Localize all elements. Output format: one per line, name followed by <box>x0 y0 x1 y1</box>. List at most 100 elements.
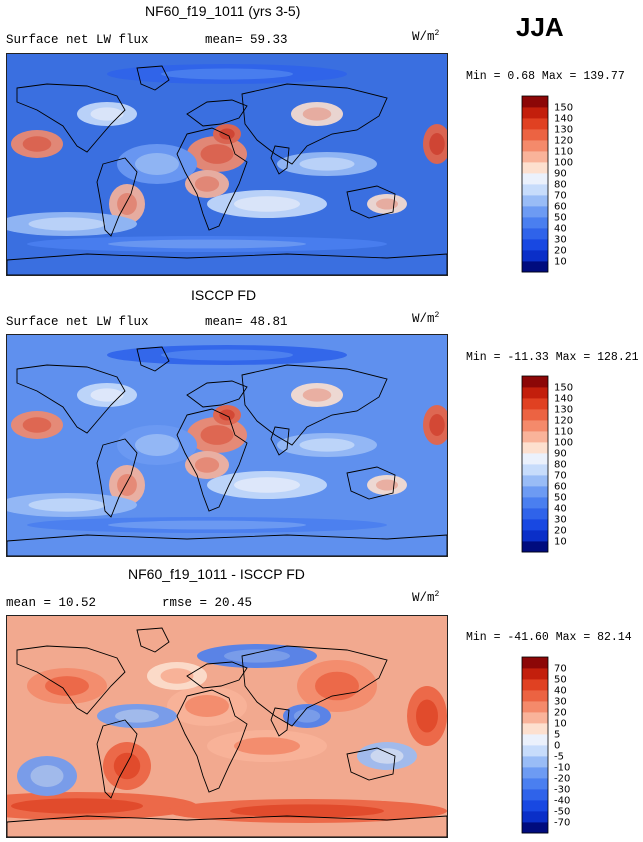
colorbar-tick-label: 10 <box>554 257 567 268</box>
colorbar-segment <box>522 789 548 801</box>
panel-2-variable: Surface net LW flux <box>6 315 149 329</box>
coastline <box>176 127 248 231</box>
colorbar-tick-label: 10 <box>554 537 567 548</box>
colorbar-segment <box>522 778 548 790</box>
colorbar-tick-label: 50 <box>554 213 567 224</box>
field-contour-core <box>299 157 355 171</box>
field-contour-core <box>135 434 179 456</box>
field-contour-core <box>234 737 300 755</box>
field-contour-core <box>117 474 137 496</box>
colorbar-tick-label: 140 <box>554 114 573 125</box>
colorbar-tick-label: 5 <box>554 730 560 741</box>
colorbar-outline <box>521 656 549 834</box>
colorbar-segment <box>522 745 548 757</box>
coastline <box>176 689 248 793</box>
field-contour-core <box>117 193 137 215</box>
colorbar-tick-label: 30 <box>554 515 567 526</box>
coastline <box>186 380 248 408</box>
field-contour-core <box>115 709 159 723</box>
colorbar-segment <box>522 217 548 229</box>
colorbar-tick-label: 120 <box>554 136 573 147</box>
colorbar-tick-label: 50 <box>554 493 567 504</box>
colorbar-tick-label: 20 <box>554 708 567 719</box>
colorbar-segment <box>522 431 548 443</box>
field-contour-core <box>90 107 124 121</box>
field-contour-core <box>161 68 293 80</box>
colorbar-segment <box>522 442 548 454</box>
panel-2-mean: mean= 48.81 <box>205 315 288 329</box>
colorbar-segment <box>522 173 548 185</box>
panel-3-units: W/m2 <box>412 590 440 606</box>
colorbar-tick-label: -70 <box>554 818 570 829</box>
field-contour-core <box>200 425 234 445</box>
colorbar-tick-label: 20 <box>554 526 567 537</box>
colorbar-segment <box>522 195 548 207</box>
field-contour-core <box>416 699 438 733</box>
field-contour-core <box>315 671 359 701</box>
colorbar-outline <box>521 375 549 553</box>
panel-2-map <box>6 334 448 557</box>
colorbar-segment <box>522 519 548 531</box>
panel-1-map-svg <box>7 54 447 275</box>
field-contour-core <box>90 388 124 402</box>
colorbar-segment <box>522 679 548 691</box>
field-contour-core <box>219 128 235 140</box>
field-contour-core <box>230 804 384 818</box>
colorbar-tick-label: 100 <box>554 438 573 449</box>
colorbar-tick-label: 70 <box>554 471 567 482</box>
colorbar-tick-label: 110 <box>554 147 573 158</box>
coastline <box>7 815 447 837</box>
colorbar-segment <box>522 151 548 163</box>
field-contour-core <box>234 477 300 493</box>
colorbar-tick-label: 90 <box>554 169 567 180</box>
field-contour-core <box>299 438 355 452</box>
colorbar-segment <box>522 734 548 746</box>
field-contour-core <box>22 136 52 152</box>
field-contour-core <box>28 498 106 512</box>
colorbar-segment <box>522 712 548 724</box>
colorbar-tick-label: 40 <box>554 504 567 515</box>
colorbar-segment <box>522 398 548 410</box>
coastline <box>96 157 138 237</box>
panel-1-colorbar: 10 20 30 40 50 60 70 80 90 100 110 120 130 140 150 <box>521 95 602 273</box>
panel-2-units: W/m2 <box>412 311 440 327</box>
colorbar-segment <box>522 657 548 669</box>
colorbar-tick-label: 40 <box>554 686 567 697</box>
colorbar-tick-label: -40 <box>554 796 570 807</box>
colorbar-tick-label: 20 <box>554 246 567 257</box>
map-field <box>7 345 447 533</box>
field-contour-core <box>108 239 306 249</box>
coastline <box>136 65 170 91</box>
coastlines <box>7 65 447 275</box>
colorbar-tick-label: 60 <box>554 202 567 213</box>
panel-3-title: NF60_f19_1011 - ISCCP FD <box>128 566 305 582</box>
colorbar-segment <box>522 387 548 399</box>
colorbar-tick-label: -50 <box>554 807 570 818</box>
panel-3-map-svg <box>7 616 447 837</box>
field-contour-core <box>200 144 234 164</box>
field-contour-core <box>219 409 235 421</box>
panel-1-mean: mean= 59.33 <box>205 33 288 47</box>
colorbar-tick-label: 120 <box>554 416 573 427</box>
colorbar-tick-label: 70 <box>554 664 567 675</box>
colorbar-segment <box>522 530 548 542</box>
colorbar-segment <box>522 701 548 713</box>
field-contour-core <box>161 349 293 361</box>
colorbar-tick-label: 130 <box>554 125 573 136</box>
field-contour-core <box>376 198 398 210</box>
field-contour-core <box>30 765 64 787</box>
field-contour-core <box>108 520 306 530</box>
coastline <box>136 346 170 372</box>
season-label: JJA <box>516 12 564 42</box>
colorbar-tick-label: 60 <box>554 482 567 493</box>
colorbar-tick-label: 80 <box>554 180 567 191</box>
panel-3-colorbar: -70 -50 -40 -30 -20 -10 -5 0 5 10 20 30 40 50 70 <box>521 656 602 834</box>
colorbar-segment <box>522 800 548 812</box>
panel-3-map <box>6 615 448 838</box>
panel-1-variable: Surface net LW flux <box>6 33 149 47</box>
coastline <box>136 627 170 653</box>
coastline <box>16 83 126 153</box>
coastline <box>96 438 138 518</box>
panel-3-mean: mean = 10.52 <box>6 596 97 610</box>
colorbar-tick-label: 110 <box>554 427 573 438</box>
